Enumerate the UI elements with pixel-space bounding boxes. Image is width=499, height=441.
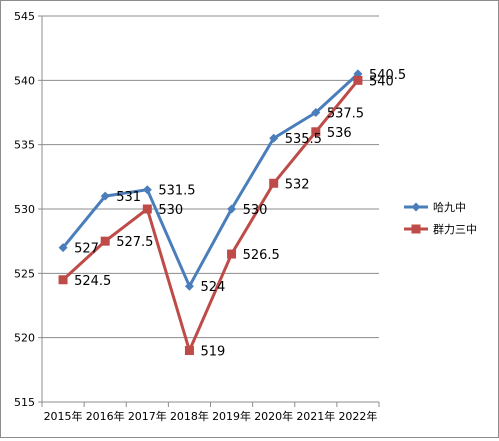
- data-point-marker: [100, 191, 110, 201]
- data-label: 526.5: [243, 248, 280, 263]
- x-tick-label: 2018年: [170, 409, 209, 423]
- data-point-marker: [269, 133, 279, 143]
- series-line-1: [61, 72, 359, 288]
- data-point-marker: [227, 204, 237, 214]
- data-point-marker: [269, 178, 279, 188]
- data-labels: 527 531 531.5 524 530 535.5 537.5 540.5 524.5 527…: [74, 68, 406, 360]
- data-point-marker: [142, 185, 152, 195]
- data-label: 531: [116, 190, 141, 205]
- x-tick-label: 2020年: [254, 409, 293, 423]
- data-label: 530: [158, 203, 183, 218]
- x-tick-label: 2016年: [86, 409, 125, 423]
- gridlines: [42, 15, 379, 403]
- legend-label-1: 哈九中: [433, 201, 466, 214]
- y-tick-label: 530: [14, 203, 35, 216]
- y-tick-label: 520: [14, 332, 35, 345]
- data-label: 524: [200, 280, 225, 295]
- data-label: 537.5: [327, 107, 364, 122]
- legend-label-2: 群力三中: [433, 222, 477, 236]
- axes: 515 520 525 530 535 540 545 2015年 2016年 2017年 2018…: [14, 10, 380, 423]
- series: [58, 69, 363, 356]
- data-label: 527: [74, 242, 99, 257]
- data-point-marker: [353, 75, 363, 85]
- data-label: 540: [369, 74, 394, 89]
- data-point-marker: [142, 204, 152, 214]
- data-label: 532: [285, 177, 310, 192]
- data-label: 530: [243, 203, 268, 218]
- data-label: 527.5: [116, 235, 153, 250]
- data-point-marker: [100, 236, 110, 246]
- data-point-marker: [58, 243, 68, 253]
- x-tick-label: 2022年: [338, 409, 377, 423]
- x-tick-label: 2019年: [212, 409, 251, 423]
- data-point-marker: [311, 127, 321, 137]
- data-point-marker: [184, 281, 194, 291]
- data-label: 531.5: [158, 184, 195, 199]
- data-point-marker: [58, 275, 68, 285]
- x-tick-label: 2017年: [128, 409, 167, 423]
- legend-marker-1: [411, 202, 421, 212]
- series-line-2: [62, 79, 360, 353]
- data-label: 519: [200, 345, 225, 360]
- y-tick-label: 545: [14, 10, 35, 23]
- data-point-marker: [227, 249, 237, 259]
- y-tick-label: 535: [14, 139, 35, 152]
- y-tick-label: 525: [14, 267, 35, 280]
- data-label: 535.5: [285, 132, 322, 147]
- data-label: 540.5: [369, 68, 406, 83]
- data-label: 536: [327, 126, 352, 141]
- x-tick-label: 2015年: [44, 409, 83, 423]
- x-tick-label: 2021年: [296, 409, 335, 423]
- y-tick-label: 515: [14, 396, 35, 409]
- y-tick-label: 540: [14, 74, 35, 87]
- data-label: 524.5: [74, 274, 111, 289]
- data-point-marker: [184, 346, 194, 356]
- legend-marker-2: [411, 224, 421, 234]
- data-point-marker: [311, 108, 321, 117]
